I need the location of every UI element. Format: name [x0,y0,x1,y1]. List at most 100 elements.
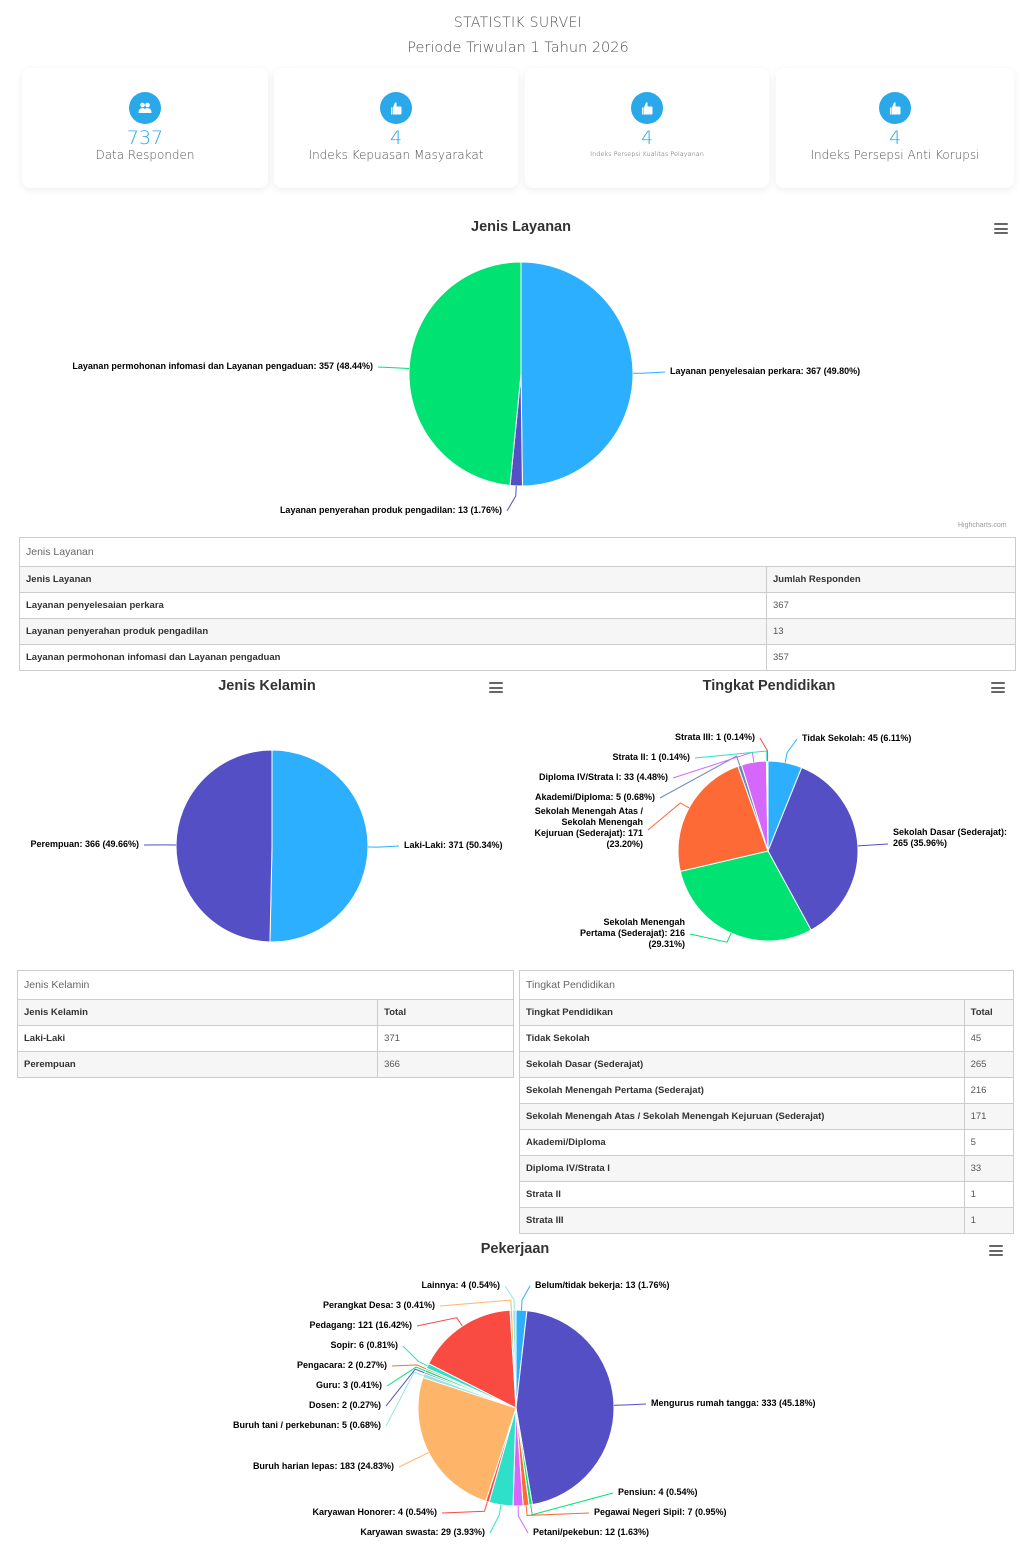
pie-slice[interactable] [512,1309,517,1409]
page-subtitle: Periode Triwulan 1 Tahun 2026 [407,40,629,56]
row-value: 371 [377,1025,514,1052]
row-value: 357 [766,644,1016,671]
pie-slice[interactable] [677,765,769,872]
row-value: 366 [377,1051,514,1078]
row-value: 45 [963,1025,1015,1052]
table-row: Layanan penyerahan produk pengadilan 13 [19,618,1016,645]
table-row: Strata II 1 [519,1181,1015,1208]
row-value: 13 [766,618,1016,645]
users-icon [129,92,161,124]
chart-title-pekerjaan: Pekerjaan [480,1241,550,1257]
table-row: Tidak Sekolah 45 [519,1025,1015,1052]
row-label: Akademi/Diploma [519,1129,965,1156]
row-label: Strata II [519,1181,965,1208]
table-row: Layanan penyelesaian perkara 367 [19,592,1016,619]
pie-data-label: Tidak Sekolah: 45 (6.11%) [802,733,912,743]
pie-data-label: Layanan permohonan infomasi dan Layanan … [72,361,373,371]
chart-menu-icon[interactable] [991,682,1005,693]
label-connector [632,371,666,374]
stat-value: 4 [640,127,654,149]
label-connector [659,755,741,799]
pie-data-label: Sekolah Menengah Atas / Sekolah Menengah… [534,806,643,849]
column-header: Jumlah Responden [766,566,1016,593]
pie-data-label: Perangkat Desa: 3 (0.41%) [322,1300,435,1310]
pie-data-label: Petani/pekebun: 12 (1.63%) [533,1527,650,1537]
table-jenis-layanan: Jenis Layanan Jenis Layanan Jumlah Respond… [19,537,1016,671]
pie-data-label: Pensiun: 4 (0.54%) [618,1487,698,1497]
pie-slice[interactable] [408,261,522,487]
thumbs-up-icon [380,92,412,124]
stat-card-responden: 737 Data Responden [22,68,268,188]
table-row: Sekolah Menengah Pertama (Sederajat) 216 [519,1077,1015,1104]
column-header: Total [963,999,1015,1026]
pie-data-label: Buruh tani / perkebunan: 5 (0.68%) [232,1420,381,1430]
row-label: Diploma IV/Strata I [519,1155,965,1182]
label-connector [441,1501,488,1514]
row-label: Tidak Sekolah [519,1025,965,1052]
label-connector [439,1299,512,1311]
table-caption: Jenis Kelamin [17,970,514,999]
row-value: 171 [963,1103,1015,1130]
row-value: 367 [766,592,1016,619]
row-value: 33 [963,1155,1015,1182]
label-connector [504,1285,515,1311]
table-row: Sekolah Dasar (Sederajat) 265 [519,1051,1015,1078]
chart-title-tingkat-pendidikan: Tingkat Pendidikan [702,678,836,694]
column-header: Tingkat Pendidikan [519,999,965,1026]
label-connector [385,1368,425,1407]
table-header-row: Tingkat Pendidikan Total [519,999,1015,1026]
highcharts-credit-link[interactable]: Highcharts.com [958,522,1007,529]
label-connector [489,1504,502,1534]
pie-data-label: Belum/tidak bekerja: 13 (1.76%) [535,1280,670,1290]
stat-value: 737 [126,127,164,149]
table-row: Layanan permohonan infomasi dan Layanan … [19,644,1016,671]
pie-slice[interactable] [515,1310,615,1506]
pie-data-label: Diploma IV/Strata I: 33 (4.48%) [538,772,668,782]
pie-data-label: Sekolah Menengah Pertama (Sederajat): 21… [579,917,685,949]
table-row: Laki-Laki 371 [16,1025,514,1052]
row-label: Layanan permohonan infomasi dan Layanan … [19,644,767,671]
row-label: Sekolah Menengah Pertama (Sederajat) [519,1077,965,1104]
table-header-row: Jenis Kelamin Total [16,999,514,1026]
thumbs-up-icon [879,92,911,124]
pie-data-label: Lainnya: 4 (0.54%) [421,1280,500,1290]
chart-menu-icon[interactable] [989,1245,1003,1256]
table-row: Perempuan 366 [16,1051,514,1078]
label-connector [517,1505,529,1534]
row-label: Laki-Laki [16,1025,379,1052]
pie-data-label: Mengurus rumah tangga: 333 (45.18%) [651,1398,816,1408]
label-connector [416,1317,463,1327]
stat-value: 4 [389,127,403,149]
label-connector [525,1505,590,1516]
pie-data-label: Akademi/Diploma: 5 (0.68%) [534,792,655,802]
pie-data-label: Laki-Laki: 371 (50.34%) [404,840,503,850]
row-label: Sekolah Dasar (Sederajat) [519,1051,965,1078]
stat-card-ikm: 4 Indeks Kepuasan Masyarakat [274,68,518,188]
table-row: Akademi/Diploma 5 [519,1129,1015,1156]
stat-label: Indeks Persepsi Anti Korupsi [810,148,980,162]
pie-data-label: Perempuan: 366 (49.66%) [30,839,139,849]
row-value: 216 [963,1077,1015,1104]
chart-menu-icon[interactable] [994,223,1008,234]
row-value: 1 [963,1181,1015,1208]
pie-data-label: Buruh harian lepas: 183 (24.83%) [252,1461,394,1471]
label-connector [694,750,768,762]
pie-data-label: Sopir: 6 (0.81%) [330,1340,398,1350]
table-tingkat-pendidikan: Tingkat Pendidikan Tingkat Pendidikan Tota… [519,970,1015,1234]
pie-data-label: Layanan penyerahan produk pengadilan: 13… [279,505,502,515]
label-connector [377,366,410,370]
pie-slice[interactable] [679,850,812,942]
label-connector [520,1285,531,1311]
pie-data-label: Pegawai Negeri Sipil: 7 (0.95%) [594,1507,727,1517]
pie-slice[interactable] [427,1309,517,1409]
label-connector [391,1364,427,1370]
label-connector [398,1451,429,1468]
pie-slice[interactable] [269,749,369,943]
label-connector [386,1366,426,1387]
pie-slice[interactable] [520,261,634,487]
pie-slice[interactable] [417,1376,517,1502]
pie-slice[interactable] [175,749,273,943]
row-label: Strata III [519,1207,965,1234]
chart-menu-icon[interactable] [489,682,503,693]
pie-data-label: Sekolah Dasar (Sederajat): 265 (35.96%) [893,827,1008,848]
